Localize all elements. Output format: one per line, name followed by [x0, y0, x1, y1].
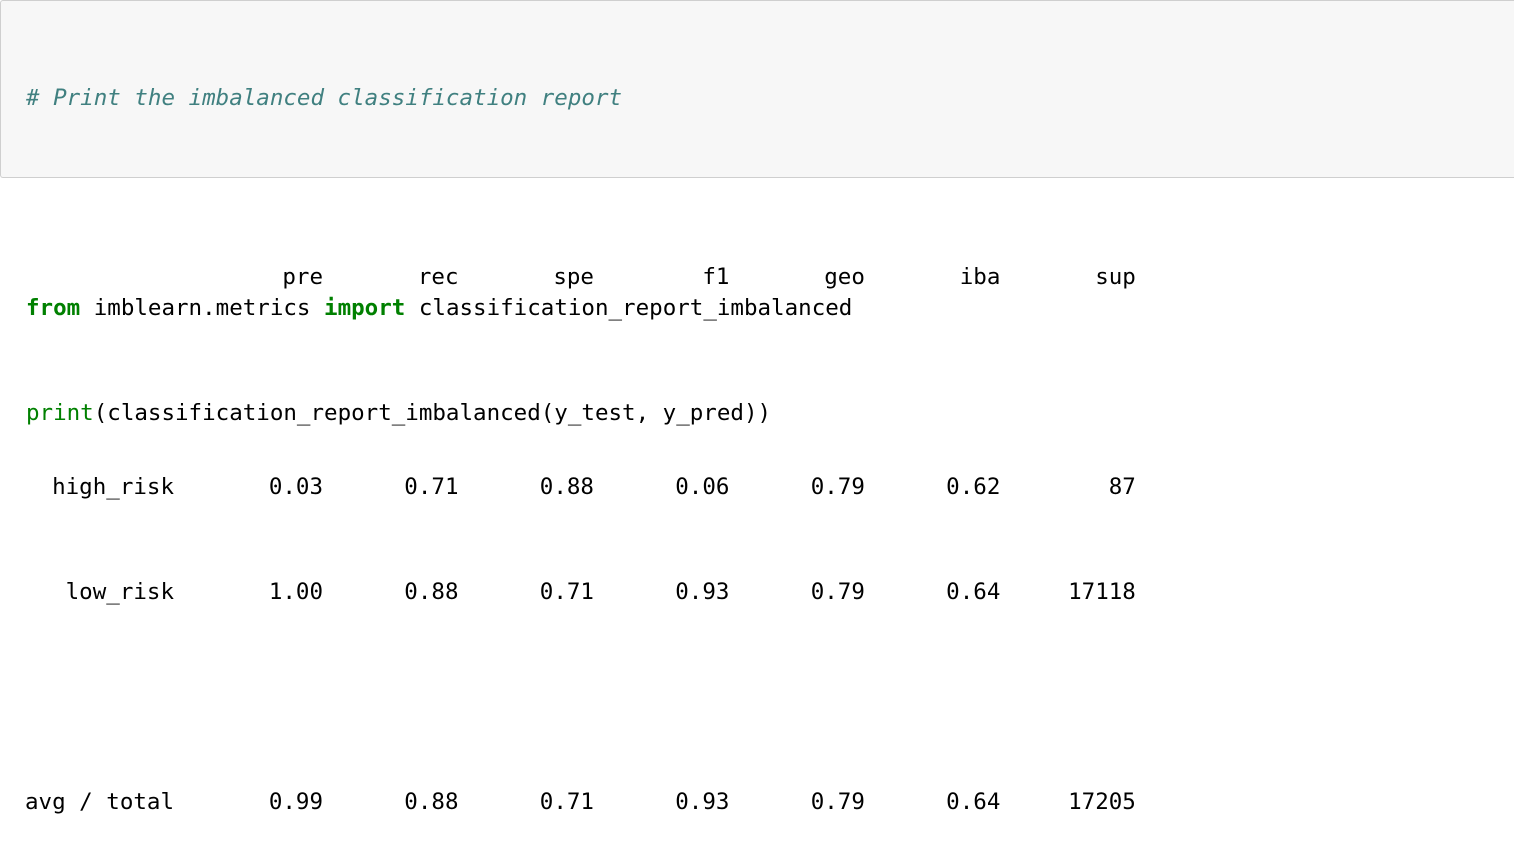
report-header-row: pre rec spe f1 geo iba sup: [25, 260, 1136, 295]
keyword-import: import: [324, 295, 406, 321]
report-cell: 1.00: [174, 579, 324, 605]
report-cell: 0.62: [864, 474, 1001, 500]
report-cell: 0.88: [458, 474, 594, 500]
report-cell: 17118: [1000, 579, 1136, 605]
code-text: imblearn.metrics: [80, 295, 325, 321]
cell-output: pre rec spe f1 geo iba sup high_risk 0.0…: [25, 190, 1136, 855]
report-blank-line: [25, 680, 1136, 715]
report-cell: 0.88: [323, 579, 459, 605]
report-cell: 0.93: [593, 789, 730, 815]
code-cell[interactable]: # Print the imbalanced classification re…: [0, 0, 1514, 426]
report-column-header: sup: [1000, 264, 1136, 290]
builtin-print: print: [26, 400, 94, 426]
code-line-import: from imblearn.metrics import classificat…: [26, 291, 852, 326]
report-row-label: avg / total: [25, 789, 175, 815]
code-line-comment: # Print the imbalanced classification re…: [26, 81, 852, 116]
report-cell: 0.79: [729, 474, 865, 500]
report-cell: 0.88: [323, 789, 459, 815]
report-row-label: high_risk: [25, 474, 175, 500]
report-column-header: iba: [864, 264, 1001, 290]
report-label-spacer: [25, 264, 174, 290]
report-cell: 0.03: [174, 474, 324, 500]
code-text: (classification_report_imbalanced(y_test…: [93, 400, 772, 426]
code-text: classification_report_imbalanced: [405, 295, 853, 321]
report-cell: 0.71: [458, 789, 594, 815]
report-cell: 0.99: [174, 789, 324, 815]
report-cell: 0.64: [864, 789, 1001, 815]
report-cell: 0.64: [864, 579, 1001, 605]
report-cell: 0.79: [729, 789, 865, 815]
report-total-row: avg / total 0.99 0.88 0.71 0.93 0.79 0.6…: [25, 785, 1136, 820]
report-row-label: low_risk: [25, 579, 175, 605]
report-cell: 0.71: [458, 579, 594, 605]
report-column-header: pre: [174, 264, 324, 290]
report-cell: 0.06: [593, 474, 730, 500]
code-comment: # Print the imbalanced classification re…: [26, 85, 623, 111]
report-cell: 17205: [1000, 789, 1136, 815]
report-column-header: rec: [323, 264, 459, 290]
report-cell: 87: [1000, 474, 1136, 500]
report-column-header: geo: [729, 264, 865, 290]
report-cell: 0.93: [593, 579, 730, 605]
keyword-from: from: [26, 295, 81, 321]
code-line-print: print(classification_report_imbalanced(y…: [26, 396, 852, 431]
report-cell: 0.71: [323, 474, 459, 500]
report-cell: 0.79: [729, 579, 865, 605]
code-editor[interactable]: # Print the imbalanced classification re…: [26, 11, 852, 501]
report-blank-line: [25, 365, 1136, 400]
report-column-header: spe: [458, 264, 594, 290]
report-row: low_risk 1.00 0.88 0.71 0.93 0.79 0.64 1…: [25, 575, 1136, 610]
report-row: high_risk 0.03 0.71 0.88 0.06 0.79 0.62 …: [25, 470, 1136, 505]
report-column-header: f1: [593, 264, 730, 290]
